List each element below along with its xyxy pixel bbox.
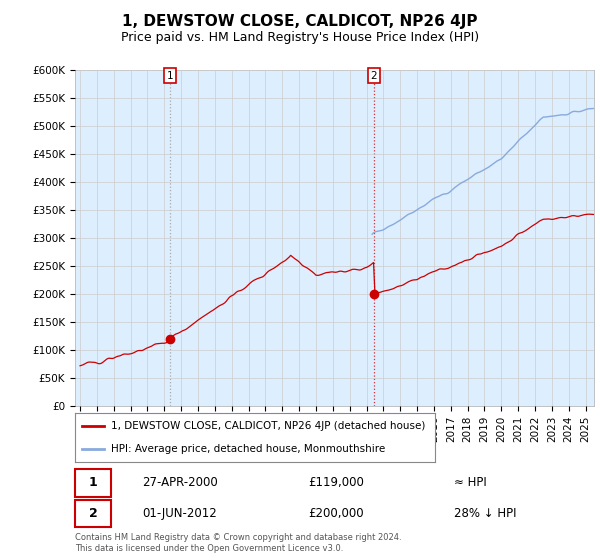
Text: 2: 2: [370, 71, 377, 81]
Text: 1: 1: [89, 476, 98, 489]
Text: 1, DEWSTOW CLOSE, CALDICOT, NP26 4JP: 1, DEWSTOW CLOSE, CALDICOT, NP26 4JP: [122, 14, 478, 29]
Text: 28% ↓ HPI: 28% ↓ HPI: [454, 507, 517, 520]
FancyBboxPatch shape: [75, 500, 112, 528]
Text: Price paid vs. HM Land Registry's House Price Index (HPI): Price paid vs. HM Land Registry's House …: [121, 31, 479, 44]
Text: 1, DEWSTOW CLOSE, CALDICOT, NP26 4JP (detached house): 1, DEWSTOW CLOSE, CALDICOT, NP26 4JP (de…: [111, 421, 425, 431]
Text: £200,000: £200,000: [308, 507, 364, 520]
Text: £119,000: £119,000: [308, 476, 364, 489]
Text: 27-APR-2000: 27-APR-2000: [142, 476, 218, 489]
Text: HPI: Average price, detached house, Monmouthshire: HPI: Average price, detached house, Monm…: [111, 444, 385, 454]
Text: 1: 1: [166, 71, 173, 81]
Text: ≈ HPI: ≈ HPI: [454, 476, 487, 489]
Text: Contains HM Land Registry data © Crown copyright and database right 2024.
This d: Contains HM Land Registry data © Crown c…: [75, 533, 401, 553]
FancyBboxPatch shape: [75, 469, 112, 497]
Text: 01-JUN-2012: 01-JUN-2012: [142, 507, 217, 520]
Text: 2: 2: [89, 507, 98, 520]
